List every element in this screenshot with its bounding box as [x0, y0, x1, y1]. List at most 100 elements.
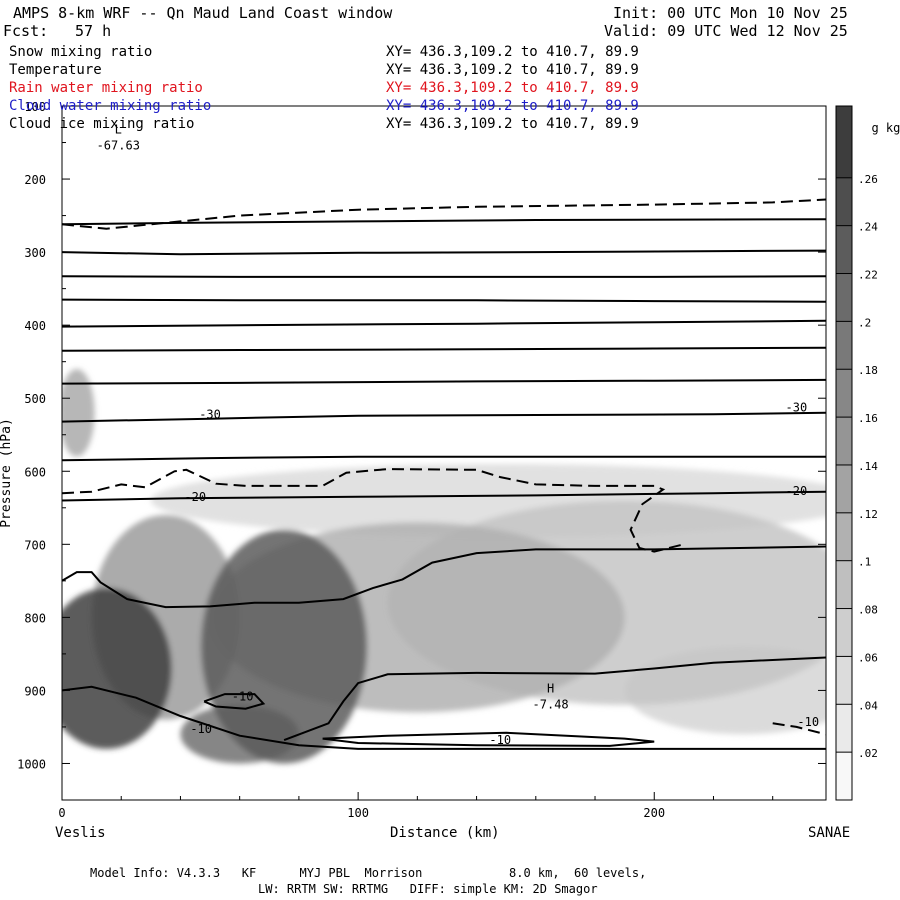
x-tick-label: 200 — [643, 806, 665, 820]
isotherm-solid — [62, 346, 826, 352]
colorbar-segment — [836, 177, 852, 226]
field-name: Cloud ice mixing ratio — [9, 116, 195, 132]
isotherm-solid — [62, 298, 826, 303]
colorbar: .02 .04 .06 .08 .1 .12 .14 .16 .18 .2 .22 .24 .26 — [835, 105, 878, 801]
y-tick-label: 600 — [24, 465, 46, 479]
contour-labels: -30 -30 -20 -20 -10 -10 -10 -10 — [184, 401, 819, 747]
field-name: Temperature — [9, 62, 102, 78]
colorbar-segment — [836, 225, 852, 274]
isotherm-dashed — [62, 198, 826, 230]
forecast-label: Fcst: — [3, 22, 49, 40]
isotherm-solid — [62, 249, 826, 256]
x-tick-label: 100 — [347, 806, 369, 820]
isotherm-solid — [62, 411, 826, 423]
colorbar-segment — [836, 417, 852, 465]
field-name: Rain water mixing ratio — [9, 80, 203, 96]
right-endpoint-label: SANAE — [808, 825, 851, 841]
colorbar-frame — [835, 105, 853, 801]
forecast-hour: 57 h — [75, 22, 112, 40]
extremum-value: -7.48 — [533, 697, 569, 711]
colorbar-tick-label: .02 — [858, 747, 878, 760]
colorbar-tick-label: .16 — [858, 412, 878, 425]
contour-label: -10 — [797, 715, 819, 729]
contour-label: -10 — [232, 689, 254, 703]
colorbar-tick-label: .26 — [858, 173, 878, 186]
colorbar-segment — [836, 608, 852, 657]
y-tick-label: 200 — [24, 173, 46, 187]
colorbar-segment — [836, 321, 852, 370]
colorbar-segment — [836, 704, 852, 753]
colorbar-tick-label: .12 — [858, 508, 878, 521]
y-tick-label: 300 — [24, 246, 46, 260]
plot-frame — [61, 105, 827, 801]
colorbar-tick-label: .04 — [858, 699, 878, 712]
isotherm-dashed — [62, 468, 685, 553]
y-tick-label: 500 — [24, 392, 46, 406]
y-axis-label: Pressure (hPa) — [0, 418, 14, 528]
contour-label: -30 — [786, 401, 808, 415]
field-xy-range: XY= 436.3,109.2 to 410.7, 89.9 — [386, 44, 639, 60]
colorbar-segment — [836, 512, 852, 561]
isotherm-solid — [322, 731, 655, 747]
y-tick-label: 700 — [24, 538, 46, 552]
isotherm-solid — [62, 490, 826, 502]
colorbar-tick-label: .2 — [858, 316, 871, 329]
extrema-markers: L -67.63 H -7.48 — [97, 122, 569, 711]
colorbar-unit-base: g kg — [871, 121, 900, 135]
contour-label: -10 — [190, 722, 212, 736]
colorbar-tick-label: .22 — [858, 269, 878, 282]
shading-blob — [62, 588, 172, 749]
valid-time: Valid: 09 UTC Wed 12 Nov 25 — [604, 22, 848, 40]
y-tick-label: 100 — [24, 100, 46, 114]
extremum-value: -67.63 — [97, 138, 140, 152]
isotherm-solid — [62, 319, 826, 328]
model-info-line2: LW: RRTM SW: RRTMG DIFF: simple KM: 2D S… — [258, 882, 598, 896]
temperature-contours — [62, 198, 826, 750]
isotherm-dashed — [772, 722, 826, 736]
x-axis-label: Distance (km) — [390, 825, 500, 841]
isotherm-solid — [62, 455, 826, 462]
model-info-line1: Model Info: V4.3.3 KF MYJ PBL Morrison 8… — [90, 866, 647, 880]
shading-layer — [62, 369, 826, 764]
colorbar-segment — [836, 752, 852, 800]
colorbar-segment — [836, 369, 852, 418]
y-tick-label: 1000 — [17, 757, 46, 771]
colorbar-tick-label: .06 — [858, 651, 878, 664]
colorbar-segment — [836, 273, 852, 322]
colorbar-segment — [836, 106, 852, 178]
field-xy-range: XY= 436.3,109.2 to 410.7, 89.9 — [386, 80, 639, 96]
colorbar-segment — [836, 464, 852, 513]
field-xy-range: XY= 436.3,109.2 to 410.7, 89.9 — [386, 98, 639, 114]
isotherm-solid — [62, 275, 826, 278]
y-tick-label: 400 — [24, 319, 46, 333]
field-xy-range: XY= 436.3,109.2 to 410.7, 89.9 — [386, 62, 639, 78]
colorbar-segment — [836, 656, 852, 705]
shading-blob — [62, 369, 95, 457]
chart-title: AMPS 8-km WRF -- Qn Maud Land Coast wind… — [13, 4, 393, 22]
contour-label: -20 — [786, 484, 808, 498]
colorbar-tick-label: .14 — [858, 460, 878, 473]
x-tick-label: 0 — [58, 806, 65, 820]
colorbar-tick-label: .08 — [858, 604, 878, 617]
isotherm-solid — [203, 693, 266, 710]
field-name: Cloud water mixing ratio — [9, 98, 212, 114]
colorbar-segment — [836, 560, 852, 609]
y-tick-label: 900 — [24, 684, 46, 698]
contour-label: -30 — [199, 407, 221, 421]
field-name: Snow mixing ratio — [9, 44, 153, 60]
y-tick-label: 800 — [24, 611, 46, 625]
contour-label: -20 — [184, 490, 206, 504]
colorbar-tick-label: .18 — [858, 364, 878, 377]
isotherm-solid — [283, 656, 826, 742]
y-axis: 100 200 300 400 500 600 700 800 900 1000 — [17, 100, 826, 771]
x-axis: 0 100 200 — [58, 792, 774, 820]
extremum-symbol: H — [547, 681, 554, 695]
contour-label: -10 — [489, 733, 511, 747]
init-time: Init: 00 UTC Mon 10 Nov 25 — [613, 4, 848, 22]
colorbar-tick-label: .1 — [858, 556, 871, 569]
shading-blob — [201, 529, 368, 764]
left-endpoint-label: Veslis — [55, 825, 106, 841]
isotherm-solid — [62, 685, 826, 750]
isotherm-solid — [62, 218, 826, 226]
